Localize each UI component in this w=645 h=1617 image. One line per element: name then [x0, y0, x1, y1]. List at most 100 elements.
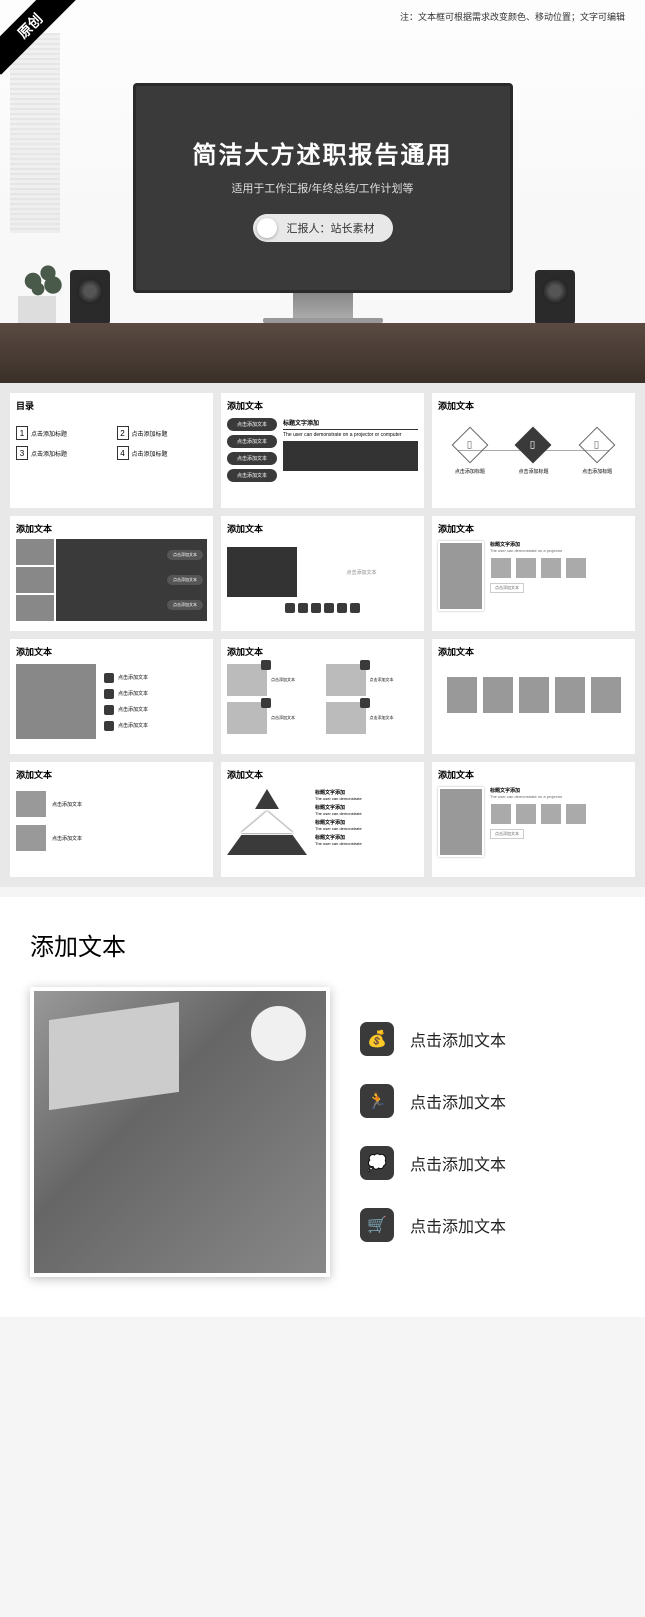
thumb-title: 添加文本 [16, 645, 207, 658]
placeholder-image [16, 595, 54, 621]
placeholder-image [518, 676, 550, 714]
section-title: 标题文字添加 [490, 541, 629, 548]
grid-item: 点击添加文本 [326, 664, 419, 696]
placeholder-image [540, 557, 562, 579]
placeholder-image [438, 787, 484, 857]
thumb-title: 添加文本 [438, 399, 629, 412]
bar-item: 点击添加文本 [227, 452, 277, 465]
placeholder-image [515, 557, 537, 579]
thumb-4: 添加文本 点击添加文本 点击添加文本 点击添加文本 [10, 516, 213, 631]
monitor: 简洁大方述职报告通用 适用于工作汇报/年终总结/工作计划等 汇报人：站长素材 [133, 83, 513, 323]
bar-item: 点击添加文本 [227, 435, 277, 448]
detail-label: 点击添加文本 [410, 1213, 506, 1237]
thumb-3: 添加文本 ▯点击添加标题 ▯点击添加标题 ▯点击添加标题 [432, 393, 635, 508]
hero-subtitle: 适用于工作汇报/年终总结/工作计划等 [231, 180, 413, 196]
thumb-10: 添加文本 点击添加文本 点击添加文本 [10, 762, 213, 877]
thumb-title: 添加文本 [227, 768, 418, 781]
detail-label: 点击添加文本 [410, 1151, 506, 1175]
placeholder-image [446, 676, 478, 714]
plant-decoration [18, 261, 68, 328]
list-item: 点击添加文本 [16, 825, 207, 851]
thumb-title: 目录 [16, 399, 207, 412]
placeholder-image [16, 664, 96, 739]
text-pill: 点击添加文本 [167, 575, 203, 585]
detail-image [30, 987, 330, 1277]
small-icon [350, 603, 360, 613]
grid-item: 点击添加文本 [326, 702, 419, 734]
thumb-9: 添加文本 [432, 639, 635, 754]
placeholder-image [515, 803, 537, 825]
bar-item: 点击添加文本 [227, 418, 277, 431]
phone-icon: ▯ [467, 439, 473, 450]
text-pill: 点击添加文本 [167, 600, 203, 610]
toc-item: 3点击添加标题 [16, 446, 107, 460]
money-icon: 💰 [360, 1022, 394, 1056]
thought-icon: 💭 [360, 1146, 394, 1180]
phone-icon: ▯ [531, 439, 537, 450]
section-desc: The user can demonstrate on a projector [490, 548, 629, 553]
list-item: 点击添加文本 [104, 689, 207, 699]
placeholder-image [554, 676, 586, 714]
placeholder-image [227, 547, 297, 597]
small-icon [311, 603, 321, 613]
grid-item: 点击添加文本 [227, 702, 320, 734]
corner-badge: 原创 [0, 0, 80, 80]
section-title: 标题文字添加 [283, 418, 418, 430]
thumb-12: 添加文本 标题文字添加 The user can demonstrate on … [432, 762, 635, 877]
section-title: 标题文字添加 [490, 787, 629, 794]
thumb-11: 添加文本 标题文字添加The user can demonstrate 标题文字… [221, 762, 424, 877]
thumb-title: 添加文本 [438, 768, 629, 781]
placeholder-image [283, 441, 418, 471]
thumb-title: 添加文本 [227, 399, 418, 412]
cart-icon: 🛒 [360, 1208, 394, 1242]
list-item: 点击添加文本 [104, 705, 207, 715]
section-desc: The user can demonstrate on a projector [490, 794, 629, 799]
placeholder-image [16, 539, 54, 565]
thumb-title: 添加文本 [16, 768, 207, 781]
thumb-title: 添加文本 [438, 522, 629, 535]
list-item: 点击添加文本 [104, 673, 207, 683]
placeholder-text: 点击添加文本 [305, 569, 418, 576]
hero-slide: 简洁大方述职报告通用 适用于工作汇报/年终总结/工作计划等 汇报人：站长素材 [0, 23, 645, 383]
header-note: 注：文本框可根据需求改变颜色、移动位置；文字可编辑 [0, 0, 645, 23]
toc-item: 1点击添加标题 [16, 426, 107, 440]
toc-item: 2点击添加标题 [117, 426, 208, 440]
detail-list-item: 🛒 点击添加文本 [360, 1208, 615, 1242]
placeholder-image [482, 676, 514, 714]
detail-list-item: 🏃 点击添加文本 [360, 1084, 615, 1118]
placeholder-image [438, 541, 484, 611]
thumb-title: 添加文本 [227, 645, 418, 658]
pyramid-chart [227, 789, 307, 859]
speaker-left [70, 270, 110, 325]
detail-slide: 添加文本 💰 点击添加文本 🏃 点击添加文本 💭 点击添加文本 🛒 点击添加文本 [0, 897, 645, 1317]
text-button: 点击添加文本 [490, 583, 524, 593]
detail-list-item: 💰 点击添加文本 [360, 1022, 615, 1056]
placeholder-image [565, 557, 587, 579]
desk [0, 323, 645, 383]
thumb-title: 添加文本 [438, 645, 629, 658]
thumb-toc: 目录 1点击添加标题 2点击添加标题 3点击添加标题 4点击添加标题 [10, 393, 213, 508]
detail-title: 添加文本 [30, 927, 615, 962]
section-desc: The user can demonstrate on a projector … [283, 432, 418, 438]
thumb-7: 添加文本 点击添加文本 点击添加文本 点击添加文本 点击添加文本 [10, 639, 213, 754]
hero-title: 简洁大方述职报告通用 [193, 135, 453, 170]
small-icon [298, 603, 308, 613]
detail-list-item: 💭 点击添加文本 [360, 1146, 615, 1180]
bar-item: 点击添加文本 [227, 469, 277, 482]
list-item: 点击添加文本 [104, 721, 207, 731]
text-pill: 点击添加文本 [167, 550, 203, 560]
placeholder-image [490, 557, 512, 579]
thumb-title: 添加文本 [227, 522, 418, 535]
reporter-pill: 汇报人：站长素材 [253, 214, 393, 242]
text-button: 点击添加文本 [490, 829, 524, 839]
placeholder-image [565, 803, 587, 825]
placeholder-image [490, 803, 512, 825]
thumb-8: 添加文本 点击添加文本 点击添加文本 点击添加文本 点击添加文本 [221, 639, 424, 754]
badge-text: 原创 [0, 0, 79, 75]
thumb-2: 添加文本 点击添加文本 点击添加文本 点击添加文本 点击添加文本 标题文字添加 … [221, 393, 424, 508]
placeholder-image [540, 803, 562, 825]
small-icon [337, 603, 347, 613]
thumb-6: 添加文本 标题文字添加 The user can demonstrate on … [432, 516, 635, 631]
thumbnail-grid: 目录 1点击添加标题 2点击添加标题 3点击添加标题 4点击添加标题 添加文本 … [0, 383, 645, 887]
reporter-text: 汇报人：站长素材 [287, 220, 375, 236]
